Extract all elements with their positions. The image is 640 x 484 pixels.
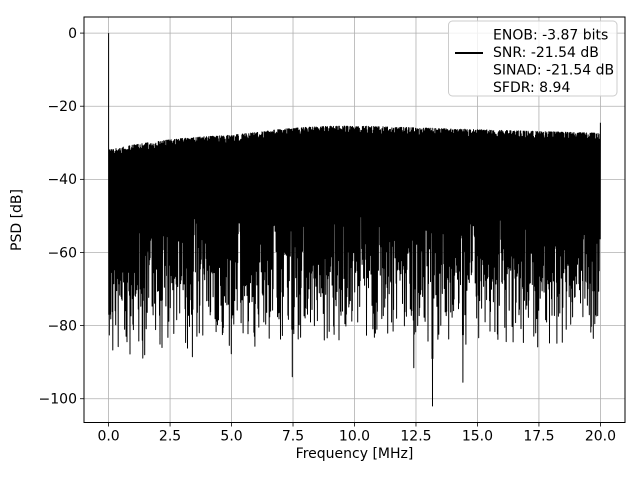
y-tick-label: −80	[47, 318, 77, 334]
x-tick-label: 0.0	[97, 429, 119, 445]
x-tick-label: 12.5	[400, 429, 431, 445]
y-tick-label: 0	[68, 26, 77, 42]
x-tick-label: 2.5	[159, 429, 181, 445]
y-tick-label: −100	[39, 392, 77, 408]
y-tick-label: −60	[47, 245, 77, 261]
x-tick-label: 7.5	[282, 429, 304, 445]
y-tick-label: −40	[47, 172, 77, 188]
axis-ticks: 0.0 2.5 5.0 7.5 10.0 12.5 15.0 17.5 20.0 0 −20 −40 −…	[39, 26, 616, 445]
psd-trace	[108, 33, 601, 407]
x-tick-label: 5.0	[220, 429, 242, 445]
legend-entry-snr: SNR: -21.54 dB	[493, 45, 599, 61]
y-tick-label: −20	[47, 99, 77, 115]
legend-entry-sfdr: SFDR: 8.94	[493, 80, 570, 96]
x-tick-label: 10.0	[339, 429, 370, 445]
legend-box	[448, 20, 618, 97]
legend-entry-enob: ENOB: -3.87 bits	[493, 28, 608, 44]
y-axis-label: PSD [dB]	[9, 189, 25, 251]
legend: ENOB: -3.87 bits SNR: -21.54 dB SINAD: -…	[448, 20, 618, 97]
x-axis-label: Frequency [MHz]	[296, 446, 414, 462]
x-tick-label: 17.5	[523, 429, 554, 445]
x-tick-label: 20.0	[585, 429, 616, 445]
legend-entry-sinad: SINAD: -21.54 dB	[493, 63, 614, 79]
x-tick-label: 15.0	[462, 429, 493, 445]
